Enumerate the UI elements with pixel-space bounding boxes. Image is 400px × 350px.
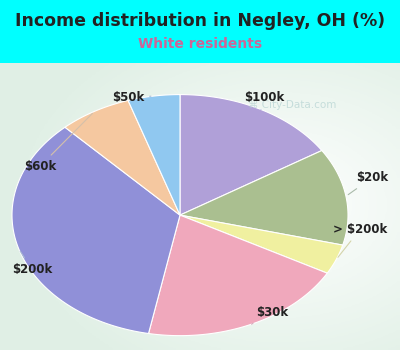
Text: $60k: $60k <box>24 113 92 173</box>
Text: $30k: $30k <box>252 306 288 324</box>
Polygon shape <box>128 94 180 215</box>
Text: ⌘ City-Data.com: ⌘ City-Data.com <box>248 100 336 110</box>
Text: > $200k: > $200k <box>333 223 387 257</box>
Polygon shape <box>180 94 322 215</box>
Polygon shape <box>180 215 343 273</box>
Text: $100k: $100k <box>244 91 284 110</box>
Polygon shape <box>180 150 348 245</box>
Text: Income distribution in Negley, OH (%): Income distribution in Negley, OH (%) <box>15 12 385 30</box>
Polygon shape <box>65 100 180 215</box>
Text: White residents: White residents <box>138 37 262 51</box>
Text: $200k: $200k <box>12 251 52 276</box>
Text: $50k: $50k <box>112 91 151 104</box>
Text: $20k: $20k <box>348 171 388 195</box>
Polygon shape <box>12 127 180 334</box>
Polygon shape <box>148 215 327 336</box>
